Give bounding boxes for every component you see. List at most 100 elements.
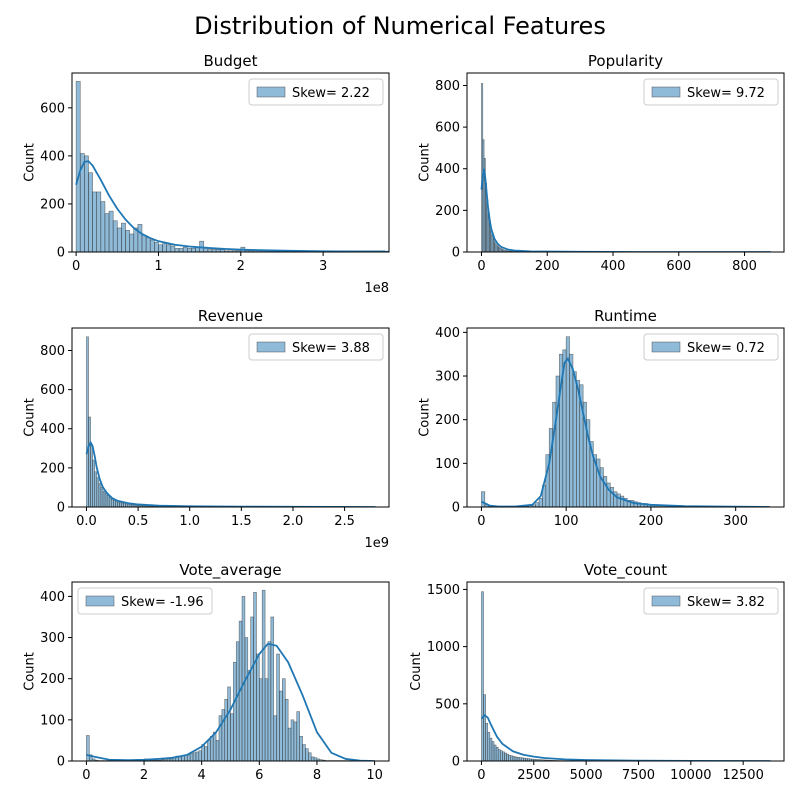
histogram-bar xyxy=(121,502,124,507)
x-tick-label: 200 xyxy=(535,259,560,274)
histogram-bar xyxy=(259,678,263,761)
histogram-bar xyxy=(299,736,303,761)
legend-frame xyxy=(248,333,384,361)
histogram-bar xyxy=(117,501,120,507)
subplot-title: Budget xyxy=(204,52,258,70)
legend: Skew= 2.22 xyxy=(248,78,384,106)
histogram-bar xyxy=(92,191,98,252)
histogram-bar xyxy=(599,467,604,507)
axes-frame xyxy=(71,581,390,762)
axes-frame xyxy=(466,72,785,253)
histogram-bar xyxy=(96,191,102,252)
histogram-bar xyxy=(154,242,159,252)
histogram-bar xyxy=(191,248,196,252)
kde-line xyxy=(481,356,770,507)
legend-frame xyxy=(643,333,779,361)
histogram-bar xyxy=(276,653,280,761)
histogram-bar xyxy=(178,248,184,252)
histogram-bar xyxy=(233,661,237,761)
histogram-bar xyxy=(290,719,295,761)
y-tick-label: 800 xyxy=(435,79,460,94)
legend-swatch xyxy=(256,86,286,98)
legend-frame xyxy=(248,78,384,106)
histogram-bar xyxy=(186,754,191,761)
histogram-bar xyxy=(189,753,194,761)
x-tick-label: 5000 xyxy=(570,768,603,783)
histogram-bar xyxy=(96,477,100,507)
histogram-bar xyxy=(210,736,214,761)
histogram-bar xyxy=(145,237,151,252)
histogram-bar xyxy=(261,589,266,761)
x-tick-label: 0 xyxy=(477,259,485,274)
x-tick-label: 10 xyxy=(366,768,383,783)
histogram-bar xyxy=(506,753,509,761)
histogram-bar xyxy=(98,483,102,507)
axes-frame xyxy=(466,581,785,762)
y-axis-label: Count xyxy=(417,398,432,437)
plot-area xyxy=(86,589,375,761)
histogram-bar xyxy=(296,711,300,761)
legend-frame xyxy=(643,587,779,615)
y-tick-label: 0 xyxy=(452,755,460,770)
x-tick-label: 2500 xyxy=(517,768,550,783)
histogram-bar xyxy=(279,690,283,761)
subplot-title: Vote_average xyxy=(179,561,281,580)
y-tick-label: 400 xyxy=(40,422,65,437)
subplot-popularity: 0 200 400 600 800 0 200 400 600 800 Popularity Coun… xyxy=(417,52,785,274)
axes-frame xyxy=(71,72,390,253)
x-tick-label: 0 xyxy=(477,514,485,529)
histogram-bar xyxy=(284,698,289,761)
x-tick-label: 2 xyxy=(140,768,148,783)
y-tick-label: 1500 xyxy=(427,583,460,598)
histogram-bar xyxy=(207,740,211,761)
histogram-bar xyxy=(487,732,491,761)
legend: Skew= 3.82 xyxy=(643,587,779,615)
histogram-bar xyxy=(518,757,522,761)
histogram-bar xyxy=(108,496,112,507)
kde-line xyxy=(86,642,375,761)
legend: Skew= 3.88 xyxy=(248,333,384,361)
histogram-bar xyxy=(129,233,135,252)
histogram-bar xyxy=(310,756,315,761)
y-tick-label: 100 xyxy=(40,713,65,728)
legend-swatch xyxy=(651,86,681,98)
histogram-bar xyxy=(182,246,188,252)
axes-frame xyxy=(466,327,785,508)
x-tick-label: 200 xyxy=(639,514,664,529)
subplot-runtime: 0 100 200 300 0 100 200 300 400 Runtime Count Skew=… xyxy=(417,307,785,529)
histogram-bar xyxy=(514,756,518,761)
histogram-bar xyxy=(119,502,122,507)
y-axis-label: Count xyxy=(417,143,432,182)
y-axis-label: Count xyxy=(22,398,37,437)
histogram-bar xyxy=(504,752,507,761)
legend-swatch xyxy=(651,595,681,607)
histogram-bar xyxy=(102,491,106,507)
histogram-bar xyxy=(270,616,275,761)
y-tick-label: 200 xyxy=(40,461,65,476)
subplot-budget: 0 1 2 3 0 200 400 600 1e8 Budget Count Skew= 2.22 xyxy=(22,52,390,296)
subplot-title: Vote_count xyxy=(584,561,667,580)
x-tick-label: 10000 xyxy=(670,768,711,783)
histogram-bar xyxy=(302,744,306,761)
y-tick-label: 0 xyxy=(452,246,460,261)
plot-area xyxy=(480,591,771,761)
y-tick-label: 400 xyxy=(40,590,65,605)
y-tick-label: 0 xyxy=(57,246,65,261)
x-tick-label: 8 xyxy=(313,768,321,783)
legend-swatch xyxy=(256,341,286,353)
y-tick-label: 200 xyxy=(40,197,65,212)
histogram-bar xyxy=(112,220,118,252)
x-tick-label: 300 xyxy=(723,514,748,529)
histogram-bar xyxy=(489,737,493,761)
histogram-bar xyxy=(497,749,501,761)
histogram-bar xyxy=(204,746,208,761)
x-tick-label: 1.0 xyxy=(179,514,200,529)
y-tick-label: 200 xyxy=(40,672,65,687)
y-axis-label: Count xyxy=(22,143,37,182)
histogram-bar xyxy=(273,715,277,761)
histogram-bar xyxy=(569,353,574,507)
subplot-title: Runtime xyxy=(594,307,657,325)
legend-label: Skew= -1.96 xyxy=(121,595,204,610)
